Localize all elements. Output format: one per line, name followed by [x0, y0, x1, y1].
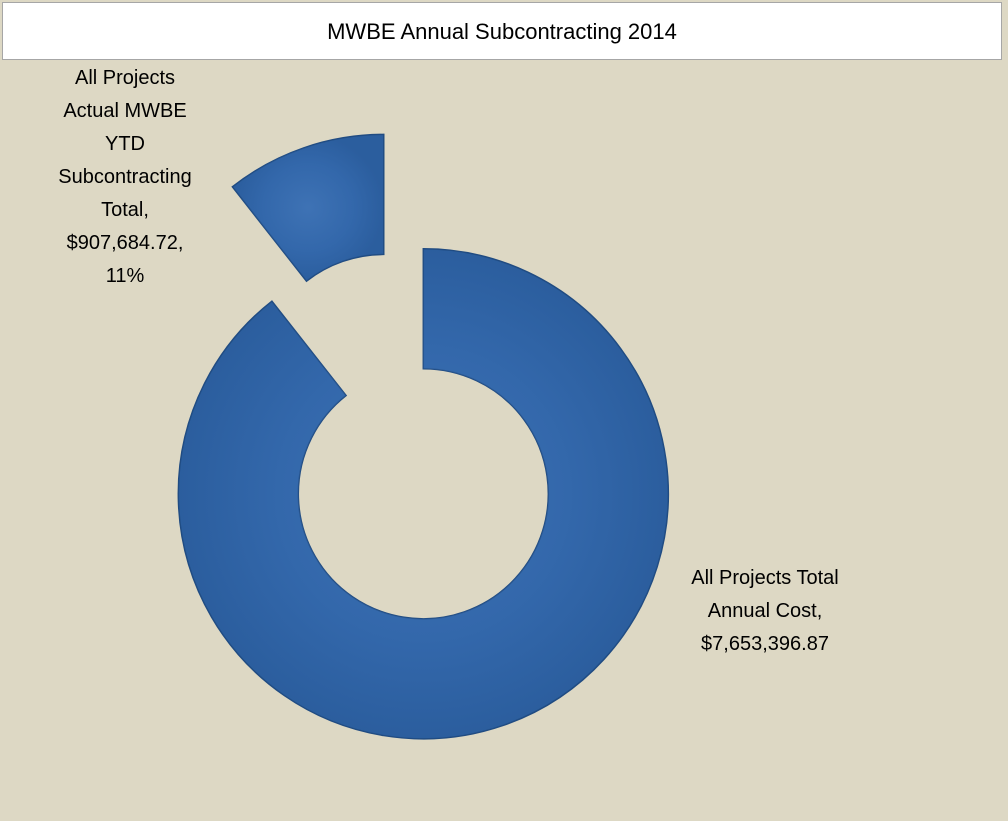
data-label: All Projects Actual MWBE YTD Subcontract…	[58, 67, 192, 287]
data-label: All Projects Total Annual Cost, $7,653,3…	[691, 567, 839, 655]
chart-title: MWBE Annual Subcontracting 2014	[2, 2, 1002, 60]
slice-shading	[232, 134, 384, 282]
slice-shading	[178, 248, 669, 739]
